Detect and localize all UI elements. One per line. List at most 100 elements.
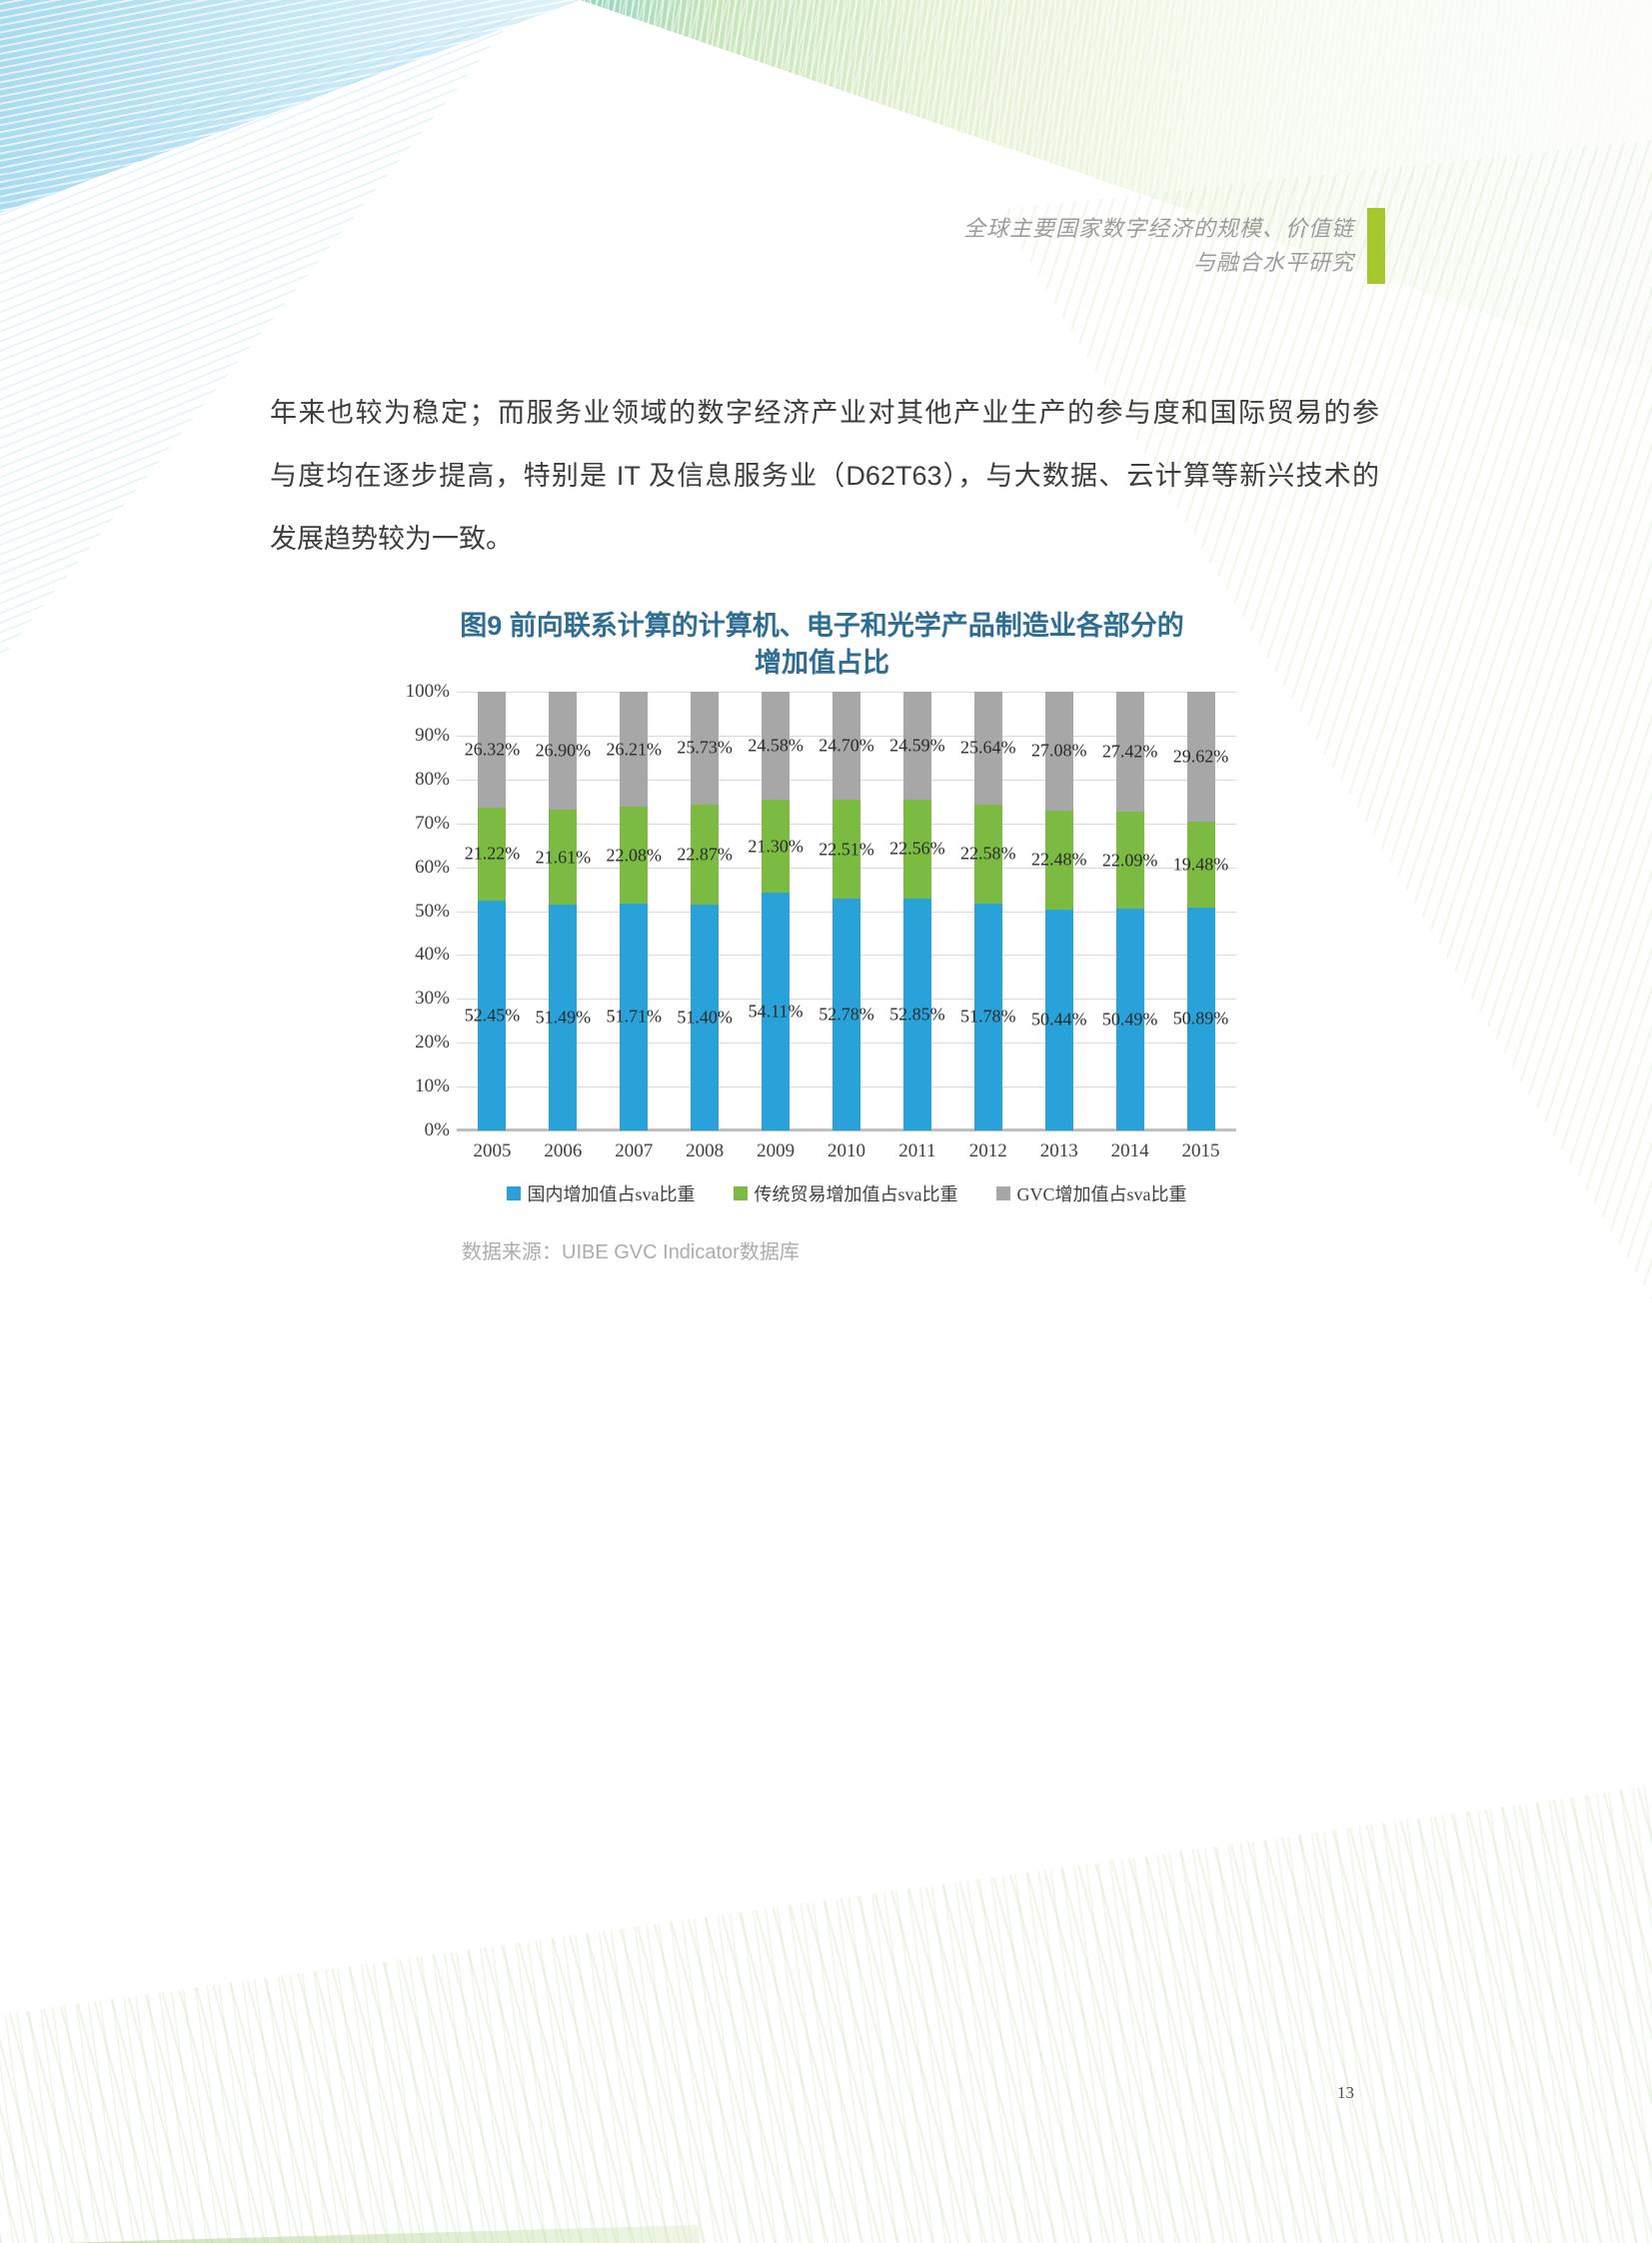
bar-value-label: 27.42% bbox=[1101, 741, 1158, 762]
bar-group: 52.45% 21.22% 26.32% bbox=[457, 692, 528, 1130]
bar-group: 51.49% 21.61% 26.90% bbox=[528, 692, 599, 1130]
y-tick-label: 70% bbox=[415, 812, 450, 834]
bar-segment-gvc-va bbox=[1115, 692, 1144, 813]
running-header-line2: 与融合水平研究 bbox=[1192, 250, 1354, 275]
x-tick-label: 2011 bbox=[898, 1140, 936, 1161]
bar-segment-gvc-va bbox=[620, 692, 649, 808]
y-tick-label: 20% bbox=[415, 1032, 450, 1054]
bar-segment-traditional-trade-va bbox=[973, 804, 1002, 904]
x-tick-label: 2014 bbox=[1110, 1140, 1149, 1161]
header-accent-bar bbox=[1367, 208, 1385, 284]
bar-value-label: 52.85% bbox=[889, 1004, 945, 1025]
bar-segment-domestic-va bbox=[478, 900, 507, 1130]
bar-stack bbox=[762, 692, 791, 1130]
bar-group: 50.49% 22.09% 27.42% bbox=[1094, 692, 1165, 1130]
x-tick-label: 2008 bbox=[686, 1140, 725, 1161]
data-source-note: 数据来源：UIBE GVC Indicator数据库 bbox=[462, 1241, 800, 1263]
bar-stack bbox=[478, 692, 507, 1130]
x-tick-label: 2013 bbox=[1039, 1140, 1078, 1161]
bar-stack bbox=[831, 692, 860, 1130]
bar-segment-gvc-va bbox=[1044, 692, 1073, 811]
y-tick-label: 50% bbox=[415, 900, 450, 922]
bar-segment-domestic-va bbox=[620, 904, 649, 1130]
bar-value-label: 22.09% bbox=[1101, 850, 1158, 871]
running-header: 全球主要国家数字经济的规模、价值链 与融合水平研究 bbox=[963, 212, 1354, 280]
bar-segment-gvc-va bbox=[1186, 692, 1215, 823]
bar-value-label: 50.44% bbox=[1030, 1009, 1087, 1030]
x-axis: 2005 2006 2007 2008 2009 2010 2011 2012 2013 2014… bbox=[457, 1140, 1236, 1162]
bar-value-label: 24.59% bbox=[889, 735, 945, 756]
y-tick-label: 60% bbox=[415, 856, 450, 878]
legend-swatch bbox=[733, 1186, 748, 1200]
bar-segment-traditional-trade-va bbox=[762, 799, 791, 894]
bar-stack bbox=[902, 692, 931, 1130]
bar-segment-domestic-va bbox=[973, 903, 1002, 1130]
body-paragraph: 年来也较为稳定；而服务业领域的数字经济产业对其他产业生产的参与度和国际贸易的参 … bbox=[270, 382, 1379, 571]
y-tick-label: 90% bbox=[415, 724, 450, 746]
bars-layer: 52.45% 21.22% 26.32% 51.49% 21.61% 26.90% 51.7… bbox=[457, 692, 1236, 1130]
bar-value-label: 50.49% bbox=[1101, 1009, 1158, 1030]
bar-value-label: 22.56% bbox=[889, 838, 945, 859]
chart-title-line1: 图9 前向联系计算的计算机、电子和光学产品制造业各部分的 bbox=[460, 611, 1184, 641]
x-tick-label: 2005 bbox=[473, 1140, 512, 1161]
bar-value-label: 51.71% bbox=[606, 1006, 663, 1027]
bar-group: 50.44% 22.48% 27.08% bbox=[1023, 692, 1094, 1130]
paragraph-line: 与度均在逐步提高，特别是 IT 及信息服务业（D62T63），与大数据、云计算等… bbox=[270, 461, 1379, 491]
legend-label: GVC增加值占sva比重 bbox=[1016, 1184, 1187, 1204]
bar-segment-traditional-trade-va bbox=[902, 799, 931, 899]
y-tick-label: 80% bbox=[415, 768, 450, 790]
bar-group: 51.78% 22.58% 25.64% bbox=[952, 692, 1023, 1130]
bar-value-label: 51.78% bbox=[960, 1006, 1016, 1027]
bar-group: 52.85% 22.56% 24.59% bbox=[881, 692, 952, 1130]
legend-item-traditional-trade-va: 传统贸易增加值占sva比重 bbox=[733, 1180, 958, 1206]
bar-value-label: 24.58% bbox=[748, 735, 804, 756]
running-header-line1: 全球主要国家数字经济的规模、价值链 bbox=[962, 216, 1354, 241]
bar-group: 50.89% 19.48% 29.62% bbox=[1165, 692, 1236, 1130]
bar-value-label: 54.11% bbox=[748, 1001, 804, 1022]
bar-segment-domestic-va bbox=[549, 904, 578, 1130]
x-tick-label: 2009 bbox=[757, 1140, 796, 1161]
y-tick-label: 30% bbox=[415, 988, 450, 1010]
bar-segment-gvc-va bbox=[549, 692, 578, 811]
bar-stack bbox=[691, 692, 720, 1130]
bar-value-label: 24.70% bbox=[819, 735, 874, 756]
bottom-fan-decoration bbox=[0, 1786, 1652, 2243]
bar-segment-gvc-va bbox=[478, 692, 507, 808]
bar-value-label: 19.48% bbox=[1172, 854, 1229, 875]
bar-value-label: 21.61% bbox=[535, 847, 592, 868]
bar-group: 52.78% 22.51% 24.70% bbox=[812, 692, 882, 1130]
bar-stack bbox=[1115, 692, 1144, 1130]
bar-segment-domestic-va bbox=[831, 899, 860, 1130]
bar-group: 54.11% 21.30% 24.58% bbox=[741, 692, 812, 1130]
bar-value-label: 26.21% bbox=[606, 739, 663, 760]
figure9-stacked-bar-chart: 图9 前向联系计算的计算机、电子和光学产品制造业各部分的 增加值占比 100% 9… bbox=[400, 608, 1244, 1206]
bar-segment-gvc-va bbox=[691, 692, 720, 805]
bar-group: 51.40% 22.87% 25.73% bbox=[670, 692, 741, 1130]
bar-value-label: 51.49% bbox=[535, 1007, 592, 1028]
bar-value-label: 52.78% bbox=[819, 1004, 874, 1025]
bar-segment-gvc-va bbox=[902, 692, 931, 800]
bar-value-label: 50.89% bbox=[1172, 1008, 1229, 1029]
bar-segment-domestic-va bbox=[691, 905, 720, 1130]
x-tick-label: 2015 bbox=[1181, 1140, 1220, 1161]
legend-item-gvc-va: GVC增加值占sva比重 bbox=[995, 1180, 1187, 1206]
bar-stack bbox=[620, 692, 649, 1130]
bar-value-label: 25.64% bbox=[960, 737, 1016, 758]
bar-value-label: 22.48% bbox=[1030, 849, 1087, 870]
chart-legend: 国内增加值占sva比重 传统贸易增加值占sva比重 GVC增加值占sva比重 bbox=[457, 1180, 1236, 1206]
bar-segment-traditional-trade-va bbox=[1186, 822, 1215, 908]
bar-segment-traditional-trade-va bbox=[691, 804, 720, 906]
bar-segment-traditional-trade-va bbox=[1115, 812, 1144, 910]
plot-area: 100% 90% 80% 70% 60% 50% 40% 30% 20% 10% 0% 52.45% 2… bbox=[406, 681, 1236, 1140]
paragraph-line: 年来也较为稳定；而服务业领域的数字经济产业对其他产业生产的参与度和国际贸易的参 bbox=[270, 398, 1379, 428]
bar-value-label: 26.32% bbox=[464, 739, 521, 760]
bar-value-label: 22.87% bbox=[677, 844, 733, 865]
bar-segment-traditional-trade-va bbox=[1044, 810, 1073, 910]
bar-value-label: 52.45% bbox=[464, 1005, 521, 1026]
bar-segment-gvc-va bbox=[973, 692, 1002, 805]
bar-segment-domestic-va bbox=[762, 893, 791, 1130]
bottom-edge-green-decoration bbox=[60, 2225, 700, 2243]
bar-value-label: 22.08% bbox=[606, 845, 663, 866]
bar-stack bbox=[1044, 692, 1073, 1130]
